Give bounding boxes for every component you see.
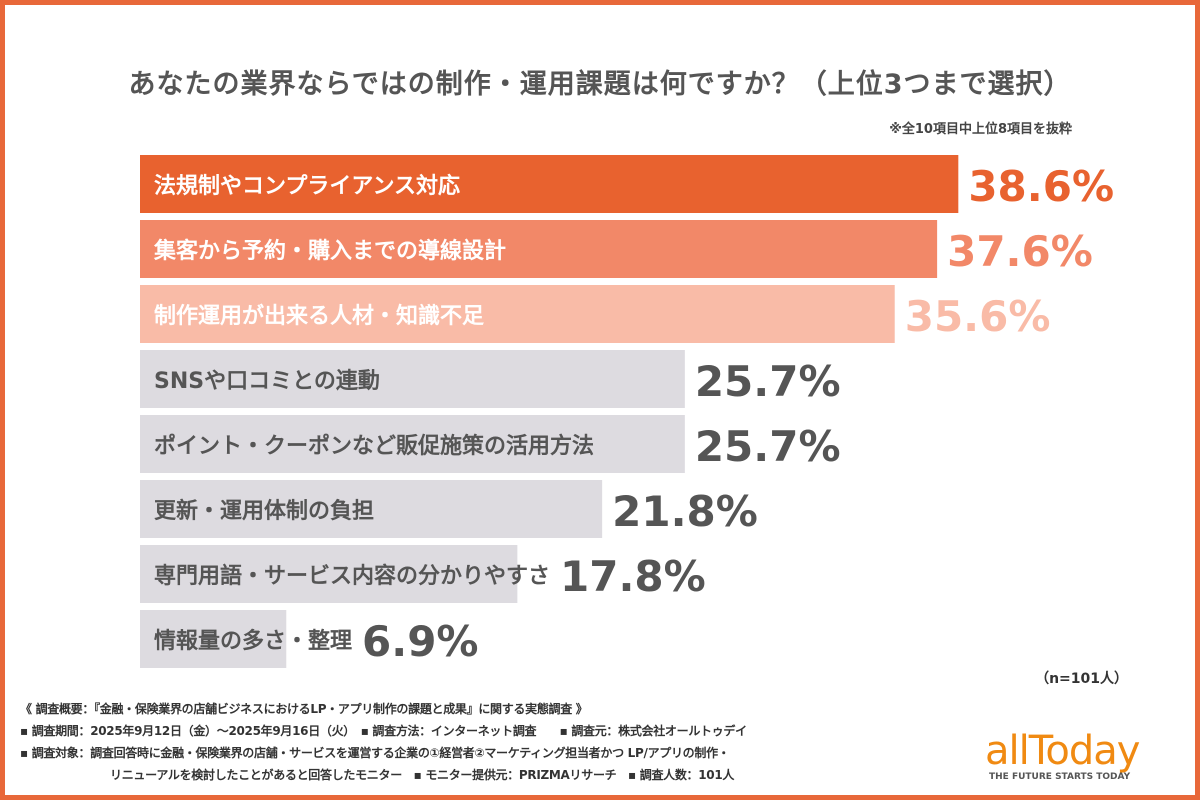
category-label: 法規制やコンプライアンス対応 [154, 173, 460, 199]
bar [140, 610, 287, 668]
survey-footer: 《 調査概要：『金融・保険業界の店舗ビジネスにおけるLP・アプリ制作の課題と成果… [20, 698, 970, 786]
value-label: 25.7% [695, 357, 841, 406]
category-label: 制作運用が出来る人材・知識不足 [154, 303, 484, 329]
chart-note: ※全10項目中上位8項目を抜粋 [889, 122, 1072, 137]
value-label: 6.9% [362, 617, 478, 666]
category-label: ポイント・クーポンなど販促施策の活用方法 [154, 433, 594, 459]
bar [140, 220, 938, 278]
bar [140, 545, 518, 603]
sample-size: （n=101人） [1035, 671, 1128, 687]
footer-line: 《 調査概要：『金融・保険業界の店舗ビジネスにおけるLP・アプリ制作の課題と成果… [20, 702, 588, 716]
category-label: SNSや口コミとの連動 [154, 369, 380, 394]
alltoday-logo: allToday THE FUTURE STARTS TODAY [985, 730, 1185, 782]
bar [140, 480, 603, 538]
value-label: 25.7% [695, 422, 841, 471]
logo-tagline: THE FUTURE STARTS TODAY [989, 772, 1131, 782]
value-label: 38.6% [968, 162, 1114, 211]
value-label: 37.6% [947, 227, 1093, 276]
bar [140, 415, 685, 473]
bar [140, 350, 685, 408]
category-label: 集客から予約・購入までの導線設計 [153, 238, 506, 264]
category-label: 専門用語・サービス内容の分かりやすさ [154, 563, 550, 589]
category-label: 情報量の多さ・整理 [154, 628, 352, 654]
footer-line: ▪ 調査対象：調査回答時に金融・保険業界の店舗・サービスを運営する企業の①経営者… [20, 746, 730, 760]
category-label: 更新・運用体制の負担 [154, 498, 374, 524]
logo-word: allToday [985, 728, 1140, 774]
footer-line: リニューアルを検討したことがあると回答したモニター ▪ モニター提供元：PRIZ… [110, 768, 735, 782]
bar-chart: 法規制やコンプライアンス対応 38.6% 集客から予約・購入までの導線設計 37.6%… [140, 155, 1114, 668]
footer-line: ▪ 調査期間：2025年9月12日（金）〜2025年9月16日（火） ▪ 調査方… [20, 724, 747, 738]
value-label: 21.8% [612, 487, 758, 536]
bar [140, 285, 895, 343]
bar [140, 155, 959, 213]
value-label: 35.6% [905, 292, 1051, 341]
chart-title: あなたの業界ならではの制作・運用課題は何ですか？（上位3つまで選択） [128, 69, 1072, 100]
value-label: 17.8% [560, 552, 706, 601]
